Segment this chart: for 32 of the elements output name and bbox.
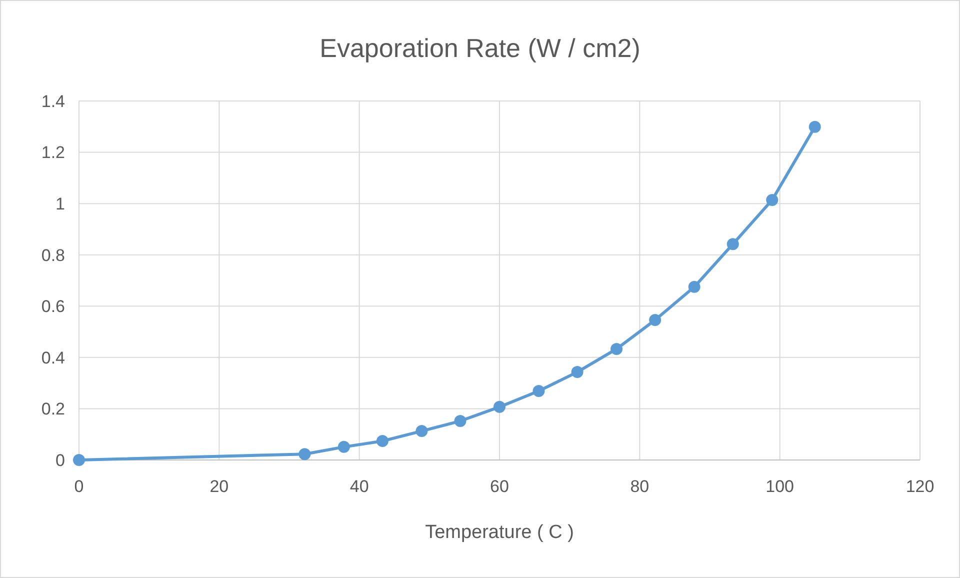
- x-tick-label: 80: [630, 477, 650, 496]
- point: [494, 400, 506, 413]
- y-tick-label: 0.2: [41, 400, 65, 419]
- y-tick-label: 1.4: [41, 92, 65, 111]
- point: [73, 454, 85, 466]
- y-tick-label: 1.2: [41, 143, 65, 162]
- point: [298, 448, 311, 460]
- point: [416, 425, 428, 438]
- point: [338, 440, 350, 453]
- x-tick-label: 0: [74, 477, 84, 496]
- y-tick-label: 0.8: [41, 246, 65, 265]
- x-tick-label: 100: [766, 477, 794, 496]
- point: [454, 415, 466, 428]
- x-tick-label: 20: [210, 477, 229, 496]
- x-tick-label: 40: [350, 477, 369, 496]
- y-tick-label: 1: [56, 194, 65, 214]
- x-tick-label: 120: [906, 477, 934, 496]
- y-tick-label: 0: [56, 450, 65, 470]
- y-tick-label: 0.6: [41, 297, 65, 316]
- y-tick-label: 0.4: [41, 348, 65, 368]
- x-tick-label: 60: [490, 477, 509, 496]
- point: [532, 385, 545, 398]
- point: [610, 342, 623, 355]
- point: [571, 366, 584, 378]
- point: [649, 314, 662, 326]
- point: [688, 280, 700, 293]
- point: [766, 194, 778, 206]
- chart-title: Evaporation Rate (W / cm2): [320, 33, 640, 63]
- point: [808, 120, 821, 133]
- point: [726, 238, 739, 250]
- point: [376, 435, 388, 448]
- x-axis-title: Temperature ( C ): [425, 522, 574, 543]
